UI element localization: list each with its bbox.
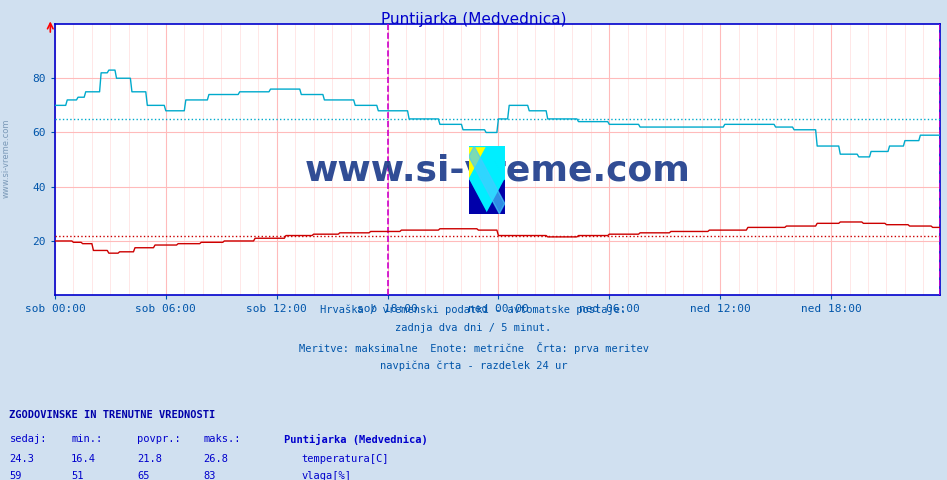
- Text: maks.:: maks.:: [204, 434, 241, 444]
- Text: www.si-vreme.com: www.si-vreme.com: [305, 154, 690, 188]
- Text: navpična črta - razdelek 24 ur: navpična črta - razdelek 24 ur: [380, 360, 567, 371]
- Text: www.si-vreme.com: www.si-vreme.com: [1, 119, 10, 198]
- Text: sedaj:: sedaj:: [9, 434, 47, 444]
- Text: 16.4: 16.4: [71, 454, 96, 464]
- Polygon shape: [469, 146, 487, 180]
- Text: vlaga[%]: vlaga[%]: [301, 471, 351, 480]
- Text: Puntijarka (Medvednica): Puntijarka (Medvednica): [381, 12, 566, 27]
- Text: Hrvaška / vremenski podatki - avtomatske postaje.: Hrvaška / vremenski podatki - avtomatske…: [320, 305, 627, 315]
- Text: zadnja dva dni / 5 minut.: zadnja dva dni / 5 minut.: [396, 323, 551, 333]
- Text: 26.8: 26.8: [204, 454, 228, 464]
- Text: min.:: min.:: [71, 434, 102, 444]
- Polygon shape: [469, 146, 505, 214]
- Polygon shape: [487, 180, 505, 214]
- Text: Meritve: maksimalne  Enote: metrične  Črta: prva meritev: Meritve: maksimalne Enote: metrične Črta…: [298, 342, 649, 354]
- Text: Puntijarka (Medvednica): Puntijarka (Medvednica): [284, 434, 428, 445]
- Polygon shape: [469, 180, 487, 214]
- Text: temperatura[C]: temperatura[C]: [301, 454, 388, 464]
- Text: ZGODOVINSKE IN TRENUTNE VREDNOSTI: ZGODOVINSKE IN TRENUTNE VREDNOSTI: [9, 410, 216, 420]
- Text: 65: 65: [137, 471, 150, 480]
- Text: 59: 59: [9, 471, 22, 480]
- Text: 24.3: 24.3: [9, 454, 34, 464]
- Text: 51: 51: [71, 471, 83, 480]
- Polygon shape: [469, 146, 505, 214]
- Polygon shape: [469, 180, 487, 214]
- Text: 21.8: 21.8: [137, 454, 162, 464]
- Text: povpr.:: povpr.:: [137, 434, 181, 444]
- Text: 83: 83: [204, 471, 216, 480]
- Polygon shape: [469, 146, 505, 180]
